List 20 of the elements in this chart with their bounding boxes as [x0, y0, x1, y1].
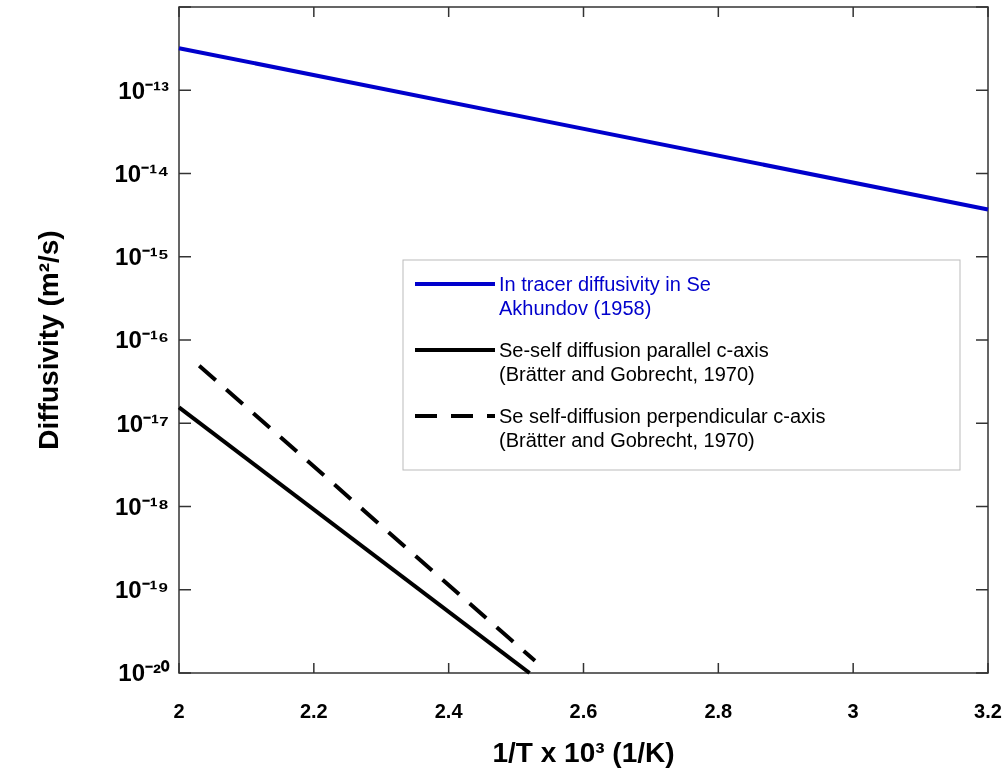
x-tick-label: 2.4 — [434, 700, 464, 722]
y-axis-title: Diffusivity (m²/s) — [33, 230, 64, 450]
x-tick-label: 2.6 — [569, 700, 598, 722]
y-tick-label: 10⁻¹⁶ — [115, 326, 169, 354]
legend-label: Se self-diffusion perpendicular c-axis (Brätter and Gobrecht, 1970) — [499, 405, 826, 451]
y-tick-label: 10⁻²⁰ — [118, 659, 170, 687]
legend-label: Se-self diffusion parallel c-axis (Brätter and Gobrecht, 1970) — [499, 339, 769, 385]
y-tick-label: 10⁻¹⁸ — [114, 492, 169, 520]
legend-label: In tracer diffusivity in Se Akhundov (1958) — [499, 273, 711, 319]
x-tick-label: 2.2 — [299, 700, 328, 722]
x-tick-label: 2 — [173, 700, 185, 722]
x-tick-label: 3 — [847, 700, 859, 722]
y-tick-label: 10⁻¹⁵ — [115, 243, 169, 271]
x-tick-label: 3.2 — [974, 700, 1002, 722]
x-axis-title: 1/T x 10³ (1/K) — [492, 737, 675, 768]
y-tick-label: 10⁻¹⁹ — [114, 576, 169, 604]
y-tick-label: 10⁻¹⁷ — [116, 409, 169, 437]
y-tick-label: 10⁻¹³ — [118, 76, 169, 104]
x-tick-label: 2.8 — [704, 700, 733, 722]
y-tick-label: 10⁻¹⁴ — [114, 159, 169, 187]
